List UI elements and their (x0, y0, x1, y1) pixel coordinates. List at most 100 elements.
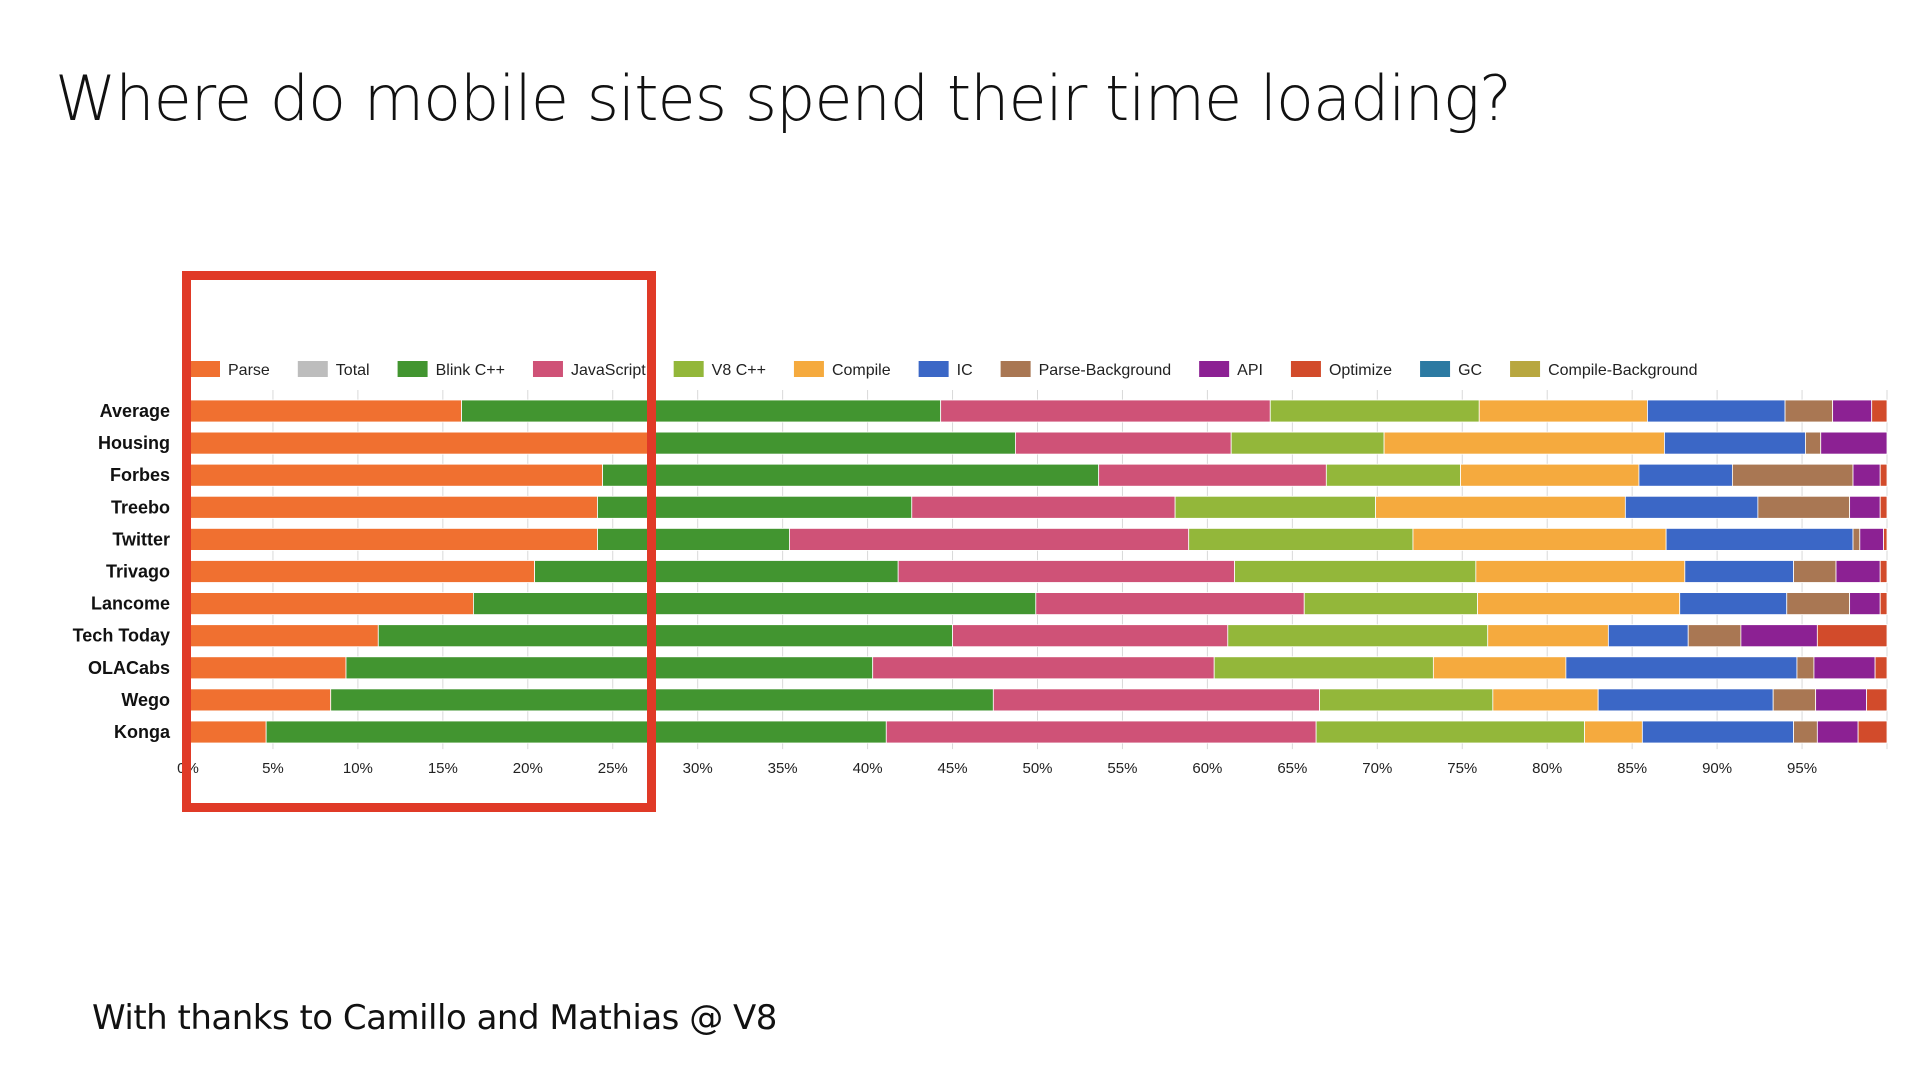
legend-swatch (190, 361, 220, 377)
bar-segment (952, 624, 1229, 648)
bar-segment (1816, 720, 1859, 744)
bar-segment (1793, 560, 1837, 583)
bar-segment (1883, 528, 1888, 551)
x-tick-label: 20% (513, 760, 543, 777)
bar-segment (992, 688, 1320, 712)
bar-segment (1871, 399, 1888, 423)
bar-segment (1849, 592, 1881, 615)
bar-segment (1492, 688, 1599, 712)
bar-segment (187, 656, 347, 680)
bar-segment (1679, 592, 1788, 615)
legend-label: Parse-Background (1039, 362, 1172, 379)
bar-segment (1015, 431, 1232, 455)
legend-label: API (1237, 362, 1263, 379)
legend-label: Compile (832, 362, 891, 379)
bar-segment (187, 495, 598, 519)
bar-segment (534, 560, 899, 583)
bar-segment (473, 592, 1037, 615)
bar-segment (1879, 495, 1888, 519)
legend-swatch (1199, 361, 1230, 377)
bar-segment (187, 431, 653, 455)
bar-segment (265, 720, 887, 744)
category-label: Trivago (106, 562, 170, 582)
bar-segment (1731, 463, 1854, 487)
category-label: Average (100, 401, 170, 421)
bar-segment (1784, 399, 1834, 423)
bar-segment (1624, 495, 1759, 519)
bar-segment (1786, 592, 1851, 615)
bar-segment (1832, 399, 1873, 423)
bar-segment (461, 399, 942, 423)
x-tick-label: 95% (1787, 760, 1817, 777)
legend-label: GC (1458, 362, 1482, 379)
bar-segment (1879, 560, 1888, 583)
bar-segment (1230, 431, 1385, 455)
legend-label: JavaScript (571, 362, 646, 379)
legend-swatch (1290, 361, 1321, 377)
x-tick-label: 85% (1617, 760, 1647, 777)
bar-segment (1805, 431, 1822, 455)
category-label: Konga (114, 722, 171, 742)
bar-segment (1035, 592, 1305, 615)
bar-segment (1375, 495, 1626, 519)
bar-segment (1664, 431, 1806, 455)
bar-segment (872, 656, 1215, 680)
bar-segment (1234, 560, 1477, 583)
bar-segment (597, 528, 790, 551)
bar-segment (1475, 560, 1686, 583)
x-tick-label: 30% (683, 760, 713, 777)
category-label: Forbes (110, 465, 170, 485)
bar-segment (345, 656, 874, 680)
x-tick-label: 0% (177, 760, 199, 777)
bar-segment (1412, 528, 1667, 551)
bar-segment (1325, 463, 1461, 487)
x-tick-label: 70% (1362, 760, 1392, 777)
bar-segment (1879, 592, 1888, 615)
x-tick-label: 5% (262, 760, 284, 777)
legend-swatch (673, 361, 704, 377)
legend-swatch (397, 361, 428, 377)
bar-segment (1565, 656, 1798, 680)
bar-segment (187, 560, 535, 583)
legend-swatch (1000, 361, 1031, 377)
bar-segment (1319, 688, 1494, 712)
bar-segment (1665, 528, 1854, 551)
bar-segment (597, 495, 913, 519)
bar-segment (1816, 624, 1888, 648)
bar-segment (1857, 720, 1888, 744)
legend-swatch (532, 361, 563, 377)
bar-segment (377, 624, 953, 648)
bar-segment (187, 688, 332, 712)
category-label: Wego (121, 690, 170, 710)
legend-swatch (918, 361, 949, 377)
legend-label: Compile-Background (1548, 362, 1697, 379)
bar-segment (789, 528, 1190, 551)
bar-segment (1315, 720, 1585, 744)
bar-segment (187, 528, 598, 551)
bar-segment (1879, 463, 1888, 487)
bar-segment (1687, 624, 1742, 648)
category-label: Housing (98, 433, 170, 453)
legend-swatch (793, 361, 824, 377)
bar-segment (1815, 688, 1868, 712)
bar-segment (1098, 463, 1327, 487)
slide-footer: With thanks to Camillo and Mathias @ V8 (92, 998, 777, 1038)
x-tick-label: 90% (1702, 760, 1732, 777)
bar-segment (187, 592, 474, 615)
bar-segment (1460, 463, 1640, 487)
bar-segment (602, 463, 1100, 487)
bar-segment (1213, 656, 1434, 680)
legend-label: Optimize (1329, 362, 1392, 379)
bar-segment (1874, 656, 1888, 680)
x-tick-label: 15% (428, 760, 458, 777)
legend-label: Parse (228, 362, 270, 379)
bar-segment (1188, 528, 1414, 551)
legend-label: Total (336, 362, 370, 379)
category-label: Twitter (112, 529, 170, 549)
bar-segment (1849, 495, 1881, 519)
bar-segment (187, 624, 379, 648)
bar-segment (1793, 720, 1818, 744)
legend-label: IC (957, 362, 973, 379)
bar-segment (1584, 720, 1643, 744)
